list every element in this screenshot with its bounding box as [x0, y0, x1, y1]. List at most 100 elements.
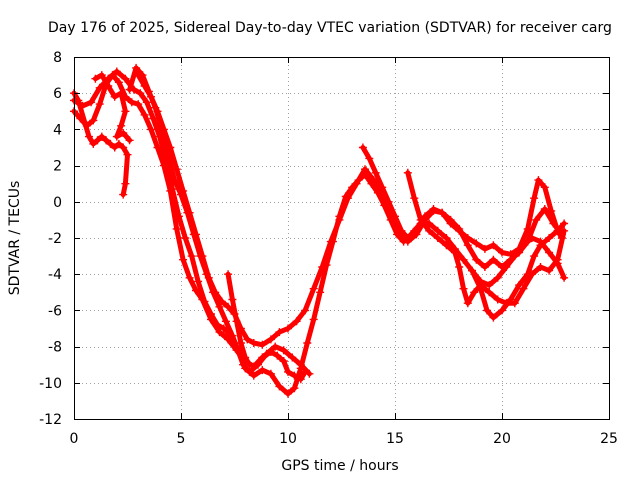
data-point	[236, 339, 245, 347]
data-point	[528, 234, 536, 242]
data-point	[241, 353, 250, 362]
data-point	[442, 234, 451, 242]
data-point	[224, 270, 233, 279]
y-tick-label: -8	[48, 340, 62, 356]
data-point	[301, 367, 310, 376]
data-point	[545, 266, 554, 275]
data-point	[123, 150, 132, 159]
data-point	[279, 357, 288, 366]
data-point	[179, 255, 188, 264]
data-point	[215, 302, 224, 311]
series-satellite-track-7	[468, 219, 569, 322]
data-point	[140, 110, 149, 119]
data-point	[384, 197, 393, 206]
data-point	[335, 215, 344, 224]
data-point	[204, 273, 213, 282]
data-point	[153, 107, 162, 116]
data-point	[326, 237, 335, 246]
data-point	[410, 194, 419, 203]
data-point	[275, 328, 284, 337]
data-point	[545, 234, 554, 242]
data-point	[149, 114, 158, 123]
data-point	[166, 143, 175, 152]
data-point	[476, 284, 485, 293]
data-point	[450, 248, 459, 257]
data-point	[442, 241, 451, 250]
data-point	[416, 215, 425, 224]
data-point	[110, 143, 119, 152]
x-tick-label: 25	[600, 431, 618, 447]
data-point	[485, 281, 494, 290]
data-point	[403, 234, 412, 242]
data-point	[85, 132, 93, 141]
data-point	[181, 234, 190, 242]
data-point	[530, 252, 539, 261]
data-point	[179, 186, 188, 195]
y-tick-label: -4	[48, 267, 62, 283]
data-point	[215, 328, 224, 337]
y-tick-label: 2	[53, 159, 62, 175]
data-point	[540, 205, 549, 213]
data-point	[534, 176, 543, 185]
data-series	[70, 63, 569, 398]
y-axis-label: SDTVAR / TECUs	[7, 181, 23, 296]
data-point	[515, 281, 524, 290]
x-tick-label: 10	[279, 431, 297, 447]
data-point	[245, 360, 254, 369]
data-point	[106, 139, 115, 148]
data-point	[536, 241, 545, 250]
series-line	[92, 72, 133, 143]
series-line	[135, 72, 565, 348]
data-point	[343, 194, 352, 203]
data-point	[89, 116, 98, 125]
data-point	[391, 212, 399, 221]
data-point	[553, 226, 562, 235]
data-point	[185, 273, 194, 282]
data-point	[371, 168, 380, 177]
y-tick-label: 4	[53, 122, 62, 138]
x-tick-label: 15	[386, 431, 404, 447]
data-point	[185, 208, 194, 217]
data-point	[114, 78, 123, 87]
data-point	[455, 263, 464, 271]
data-point	[87, 98, 96, 107]
y-tick-label: -10	[39, 376, 62, 392]
data-point	[296, 375, 305, 384]
data-point	[104, 82, 113, 90]
data-point	[489, 255, 498, 264]
data-point	[174, 212, 183, 221]
data-point	[480, 263, 489, 271]
data-point	[211, 288, 220, 297]
data-point	[560, 273, 569, 282]
data-point	[207, 310, 215, 318]
data-point	[273, 351, 282, 360]
data-point	[134, 100, 143, 109]
series-line	[225, 271, 252, 368]
data-point	[425, 226, 434, 235]
data-point	[523, 270, 532, 279]
data-point	[410, 226, 419, 235]
data-point	[200, 297, 209, 306]
data-point	[95, 83, 104, 92]
data-point	[125, 136, 134, 145]
data-point	[89, 139, 98, 148]
series-satellite-track-4	[134, 71, 566, 349]
data-point	[284, 367, 292, 376]
data-point	[249, 371, 258, 380]
data-point	[433, 234, 442, 242]
data-point	[275, 382, 284, 391]
data-point	[266, 335, 275, 344]
data-point	[472, 239, 481, 248]
data-point	[365, 154, 374, 163]
data-point	[378, 183, 387, 192]
data-point	[142, 98, 151, 107]
data-point	[309, 315, 318, 324]
data-point	[463, 299, 472, 308]
data-point	[498, 248, 506, 257]
data-point	[121, 179, 130, 188]
data-point	[316, 288, 325, 297]
data-point	[121, 74, 130, 83]
data-point	[470, 288, 479, 297]
data-point	[95, 100, 104, 109]
series-satellite-track-9	[91, 71, 134, 145]
